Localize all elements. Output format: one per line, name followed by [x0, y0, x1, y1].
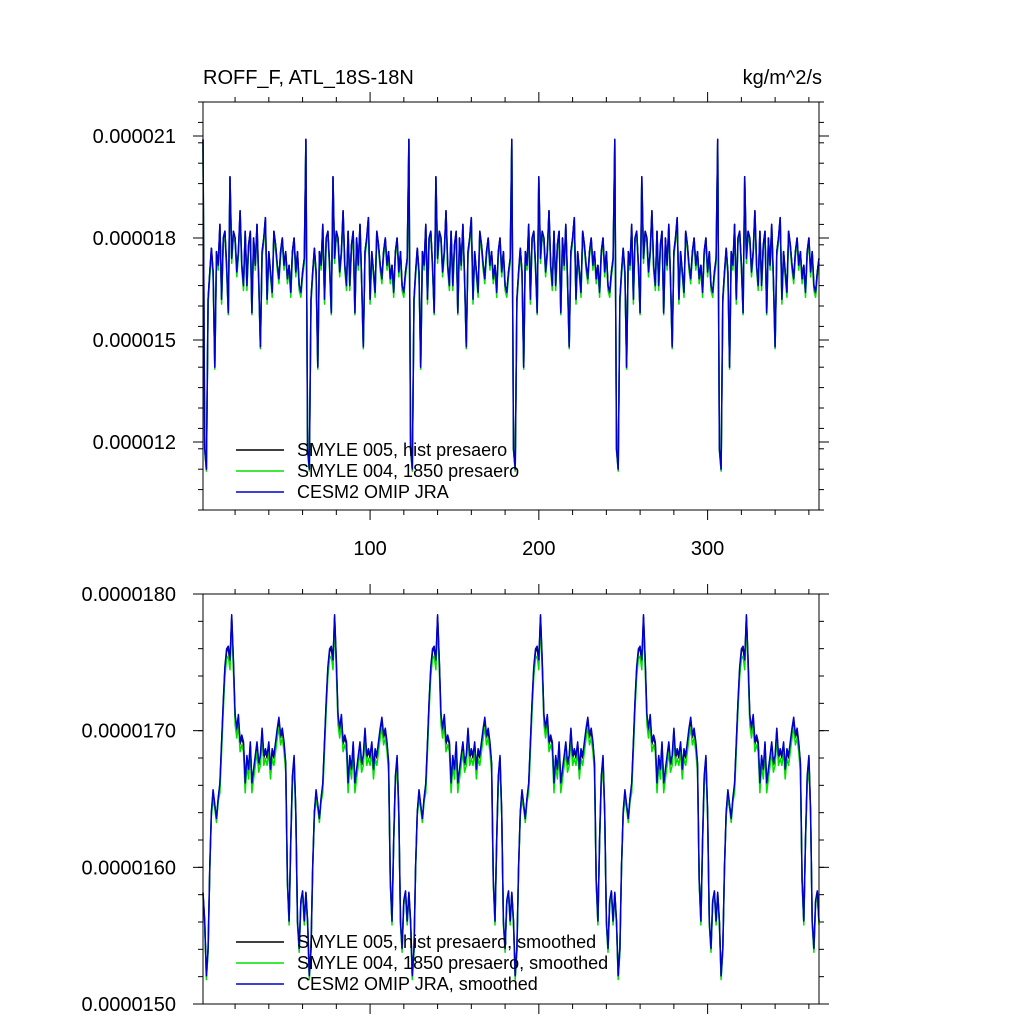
top-panel-units: kg/m^2/s: [743, 67, 822, 89]
y-tick-label: 0.0000170: [81, 721, 176, 743]
y-tick-label: 0.0000180: [81, 584, 176, 606]
legend-label: CESM2 OMIP JRA, smoothed: [297, 974, 538, 994]
y-tick-label: 0.000015: [93, 330, 176, 352]
legend-label: CESM2 OMIP JRA: [297, 482, 449, 502]
bottom-panel: 0.0000150 0.0000160 0.0000170 0.0000180 SMY…: [81, 584, 829, 1016]
top-panel: ROFF_F, ATL_18S-18N kg/m^2/s 0.0000120.0…: [93, 67, 829, 560]
bottom-plot-frame: [202, 593, 820, 1005]
bottom-axis-ticks: [193, 584, 829, 1014]
x-tick-label: 300: [691, 538, 724, 560]
y-tick-label: 0.000012: [93, 432, 176, 454]
top-series-group: [202, 138, 820, 472]
legend-label: SMYLE 005, hist presaero: [297, 440, 507, 460]
y-tick-label: 0.0000160: [81, 857, 176, 879]
legend-label: SMYLE 004, 1850 presaero, smoothed: [297, 953, 608, 973]
y-tick-label: 0.0000150: [81, 994, 176, 1016]
series-line-3: [202, 614, 820, 977]
y-tick-label: 0.000018: [93, 228, 176, 250]
bottom-legend: SMYLE 005, hist presaero, smoothedSMYLE …: [236, 932, 608, 994]
top-panel-title: ROFF_F, ATL_18S-18N: [203, 67, 414, 89]
top-x-tick-labels: 100 200 300: [353, 538, 724, 560]
x-tick-label: 200: [522, 538, 555, 560]
bottom-y-tick-labels: 0.0000150 0.0000160 0.0000170 0.0000180: [81, 584, 176, 1016]
series-line-3: [202, 138, 820, 470]
top-y-tick-labels: 0.000012 0.000015 0.000018 0.000021: [93, 126, 176, 454]
top-axis-ticks: [193, 92, 829, 520]
x-tick-label: 100: [353, 538, 386, 560]
legend-label: SMYLE 005, hist presaero, smoothed: [297, 932, 596, 952]
bottom-series-group: [202, 614, 820, 981]
y-tick-label: 0.000021: [93, 126, 176, 148]
legend-label: SMYLE 004, 1850 presaero: [297, 461, 519, 481]
